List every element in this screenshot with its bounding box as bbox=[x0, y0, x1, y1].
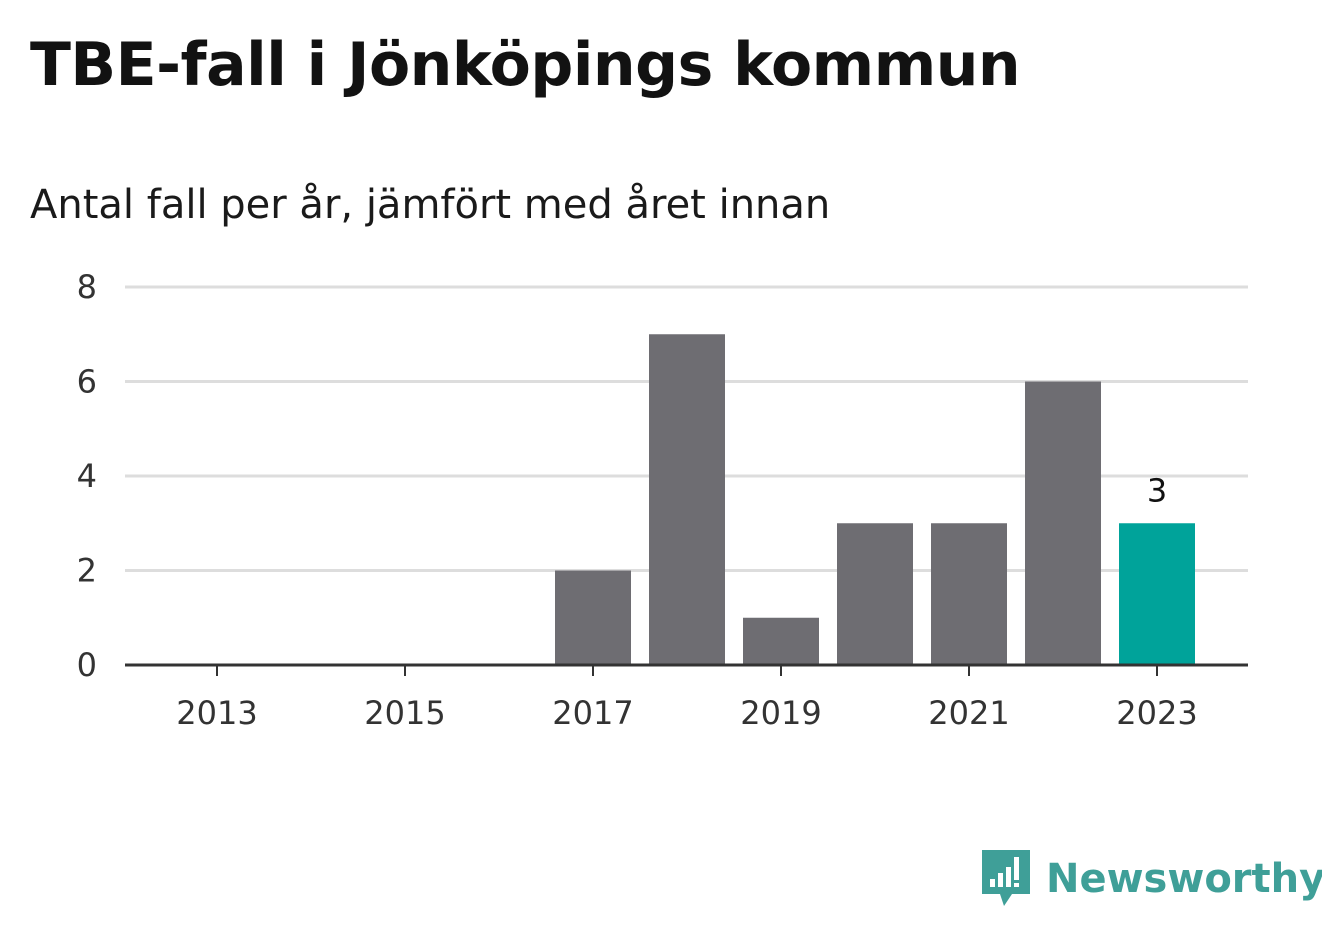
y-tick-label: 4 bbox=[77, 457, 97, 495]
bar-2021 bbox=[931, 523, 1007, 665]
bar-2022 bbox=[1025, 381, 1101, 665]
x-tick-label: 2023 bbox=[1116, 694, 1197, 732]
y-tick-label: 6 bbox=[77, 363, 97, 401]
y-tick-label: 0 bbox=[77, 646, 97, 684]
brand-name: Newsworthy bbox=[1046, 856, 1322, 902]
y-tick-label: 2 bbox=[77, 552, 97, 590]
x-tick-label: 2017 bbox=[552, 694, 633, 732]
bar-2019 bbox=[743, 617, 819, 665]
chart-title: TBE-fall i Jönköpings kommun bbox=[30, 30, 1021, 100]
y-tick-label: 8 bbox=[77, 268, 97, 306]
chart-subtitle: Antal fall per år, jämfört med året inna… bbox=[30, 182, 831, 228]
x-tick-label: 2019 bbox=[740, 694, 821, 732]
x-tick-label: 2013 bbox=[176, 694, 257, 732]
bar-2023 bbox=[1119, 523, 1195, 665]
labels: 0 2 4 6 8 2013 2015 2017 2019 2021 2023 3 bbox=[77, 268, 1198, 732]
newsworthy-brand: Newsworthy bbox=[980, 848, 1322, 910]
x-tick-label: 2021 bbox=[928, 694, 1009, 732]
newsworthy-logo-icon bbox=[982, 850, 1030, 906]
axes bbox=[125, 663, 1248, 676]
data-label-2023: 3 bbox=[1147, 471, 1167, 509]
bar-2018 bbox=[649, 334, 725, 665]
x-tick-label: 2015 bbox=[364, 694, 445, 732]
bar-2020 bbox=[837, 523, 913, 665]
bar-2017 bbox=[555, 570, 631, 665]
bars bbox=[555, 334, 1195, 665]
